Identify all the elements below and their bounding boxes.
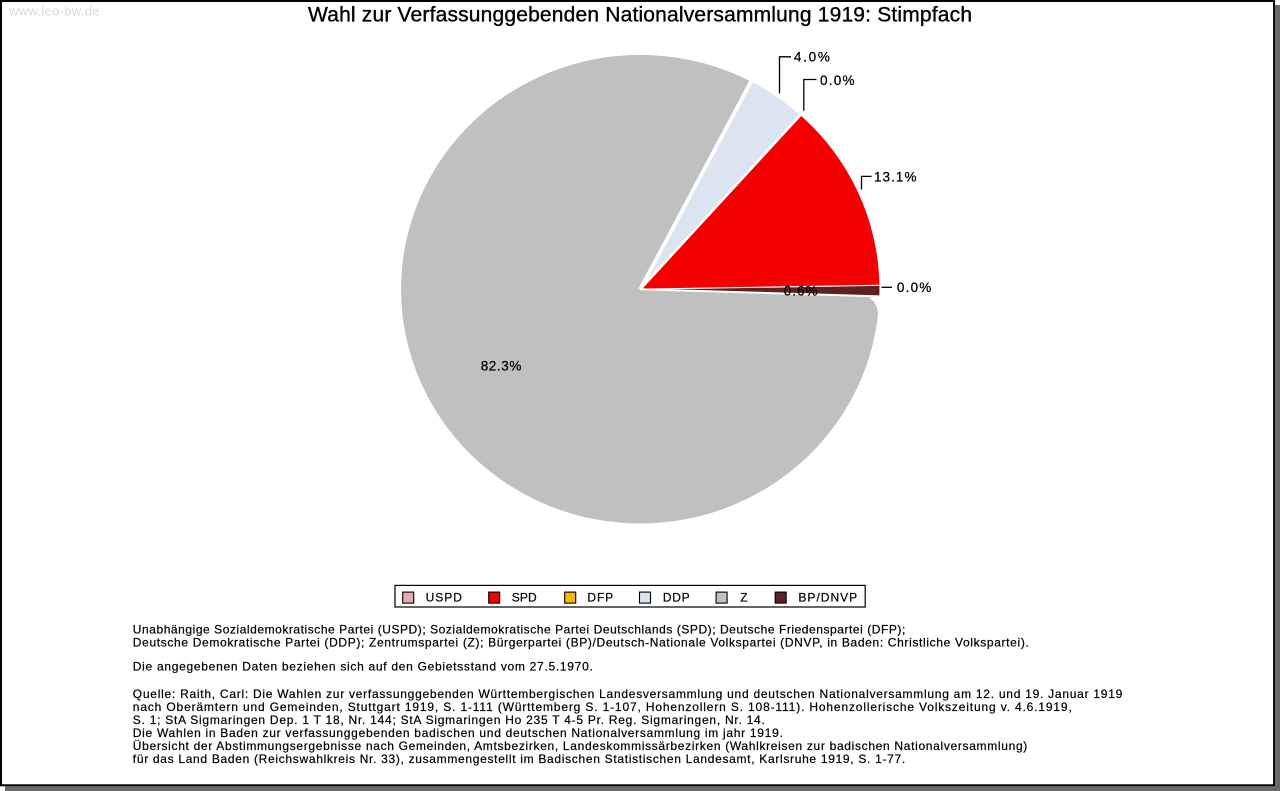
svg-text:für das Land Baden (Reichswahl: für das Land Baden (Reichswahlkreis Nr. …	[133, 752, 905, 766]
svg-text:www.leo-bw.de: www.leo-bw.de	[8, 4, 100, 19]
svg-text:0.6%: 0.6%	[784, 284, 818, 299]
svg-text:Die angegebenen Daten beziehen: Die angegebenen Daten beziehen sich auf …	[133, 659, 593, 673]
svg-text:SPD: SPD	[512, 591, 537, 605]
svg-text:BP/DNVP: BP/DNVP	[798, 591, 857, 605]
svg-text:Quelle: Raith, Carl: Die Wahle: Quelle: Raith, Carl: Die Wahlen zur verf…	[133, 687, 1123, 701]
svg-text:4.0%: 4.0%	[794, 49, 830, 64]
svg-text:Deutsche Demokratische Partei: Deutsche Demokratische Partei (DDP); Zen…	[133, 636, 1029, 650]
svg-text:S. 1; StA Sigmaringen Dep. 1 T: S. 1; StA Sigmaringen Dep. 1 T 18, Nr. 1…	[133, 713, 765, 727]
svg-text:Unabhängige Sozialdemokratisch: Unabhängige Sozialdemokratische Partei (…	[133, 623, 905, 637]
svg-text:13.1%: 13.1%	[874, 169, 917, 184]
svg-text:DDP: DDP	[663, 591, 690, 605]
svg-text:DFP: DFP	[587, 591, 613, 605]
svg-text:Die Wahlen in Baden zur verfas: Die Wahlen in Baden zur verfassunggebend…	[133, 726, 783, 740]
svg-text:nach Oberämtern und Gemeinden,: nach Oberämtern und Gemeinden, Stuttgart…	[133, 700, 1072, 714]
svg-text:Wahl zur Verfassunggebenden Na: Wahl zur Verfassunggebenden Nationalvers…	[308, 3, 972, 26]
svg-text:USPD: USPD	[426, 591, 463, 605]
svg-text:0.0%: 0.0%	[820, 73, 855, 88]
svg-text:82.3%: 82.3%	[481, 358, 522, 373]
svg-text:Übersicht der Abstimmungsergeb: Übersicht der Abstimmungsergebnisse nach…	[133, 739, 1028, 753]
svg-text:0.0%: 0.0%	[897, 280, 931, 295]
svg-text:Z: Z	[740, 591, 747, 605]
